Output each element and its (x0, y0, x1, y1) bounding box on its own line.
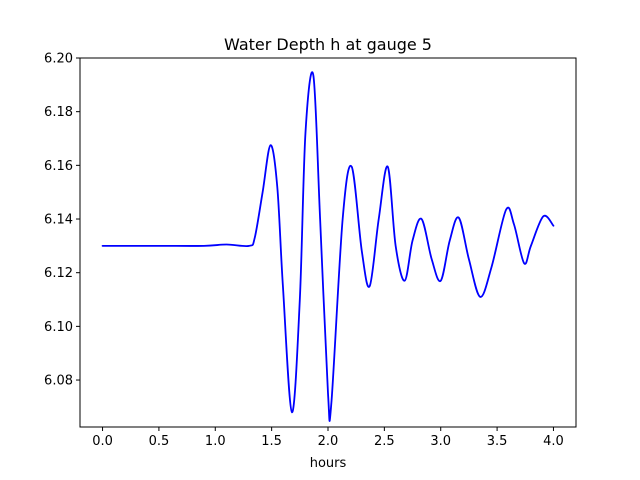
x-tick-label: 1.0 (205, 434, 226, 449)
x-tick-label: 0.5 (149, 434, 170, 449)
x-tick-label: 3.0 (430, 434, 451, 449)
x-axis-label: hours (310, 456, 347, 471)
y-tick-label: 6.08 (44, 374, 73, 389)
x-tick-label: 4.0 (543, 434, 564, 449)
y-axis: 6.08 6.10 6.12 6.14 6.16 6.18 6.20 (44, 52, 80, 389)
x-tick-label: 2.5 (374, 434, 395, 449)
y-tick-label: 6.14 (44, 213, 73, 228)
y-tick-label: 6.16 (44, 159, 73, 174)
x-tick-label: 2.0 (318, 434, 339, 449)
x-axis: 0.0 0.5 1.0 1.5 2.0 2.5 3.0 3.5 4.0 (92, 427, 564, 449)
y-tick-label: 6.10 (44, 320, 73, 335)
series-layer (101, 71, 555, 422)
y-tick-label: 6.18 (44, 105, 73, 120)
x-tick-label: 3.5 (487, 434, 508, 449)
y-tick-label: 6.20 (44, 52, 73, 67)
y-tick-label: 6.12 (44, 266, 73, 281)
series-line-0 (101, 71, 555, 422)
chart-title: Water Depth h at gauge 5 (224, 35, 432, 54)
x-tick-label: 1.5 (261, 434, 282, 449)
x-tick-label: 0.0 (92, 434, 113, 449)
